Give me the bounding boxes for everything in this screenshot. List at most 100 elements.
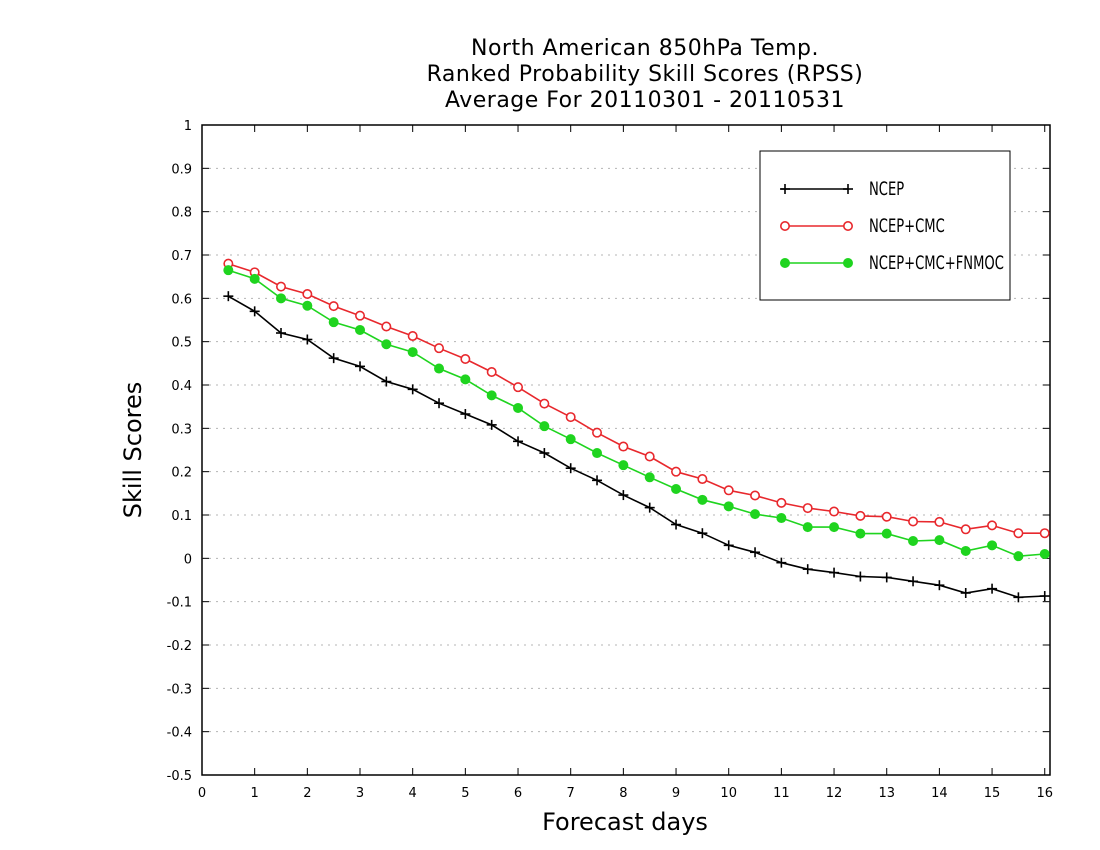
data-point <box>434 398 445 409</box>
y-tick-label: 0.9 <box>171 162 192 177</box>
data-point <box>723 540 734 551</box>
data-point <box>1039 528 1050 539</box>
y-tick-label: -0.3 <box>167 682 192 697</box>
data-point <box>960 545 971 556</box>
data-point <box>750 547 761 558</box>
x-tick-label: 0 <box>198 786 206 801</box>
data-point <box>513 382 524 393</box>
data-point <box>987 520 998 531</box>
data-point <box>223 291 234 302</box>
x-tick-label: 15 <box>984 786 1001 801</box>
data-point <box>276 293 287 304</box>
data-point <box>565 412 576 423</box>
series-line-1 <box>228 262 1045 535</box>
data-point <box>434 343 445 354</box>
data-point <box>592 475 603 486</box>
data-point <box>407 384 418 395</box>
x-tick-label: 6 <box>514 786 522 801</box>
data-point <box>697 494 708 505</box>
data-point <box>776 497 787 508</box>
y-tick-label: 0.1 <box>171 509 192 524</box>
y-tick-label: -0.4 <box>167 726 192 741</box>
y-tick-label: -0.2 <box>167 639 192 654</box>
data-point <box>987 540 998 551</box>
data-point <box>486 366 497 377</box>
x-tick-label: 9 <box>672 786 680 801</box>
x-tick-label: 7 <box>567 786 575 801</box>
data-point <box>513 402 524 413</box>
legend-label-2: NCEP+CMC+FNMOC <box>869 252 1004 274</box>
data-point <box>618 441 629 452</box>
y-tick-label: -0.1 <box>167 596 192 611</box>
data-point <box>960 588 971 598</box>
data-point <box>750 509 761 520</box>
data-point <box>592 448 603 459</box>
data-point <box>249 273 260 284</box>
data-point <box>328 353 339 364</box>
data-point <box>460 374 471 385</box>
data-point <box>776 513 787 524</box>
data-point <box>644 451 655 462</box>
data-point <box>697 474 708 485</box>
x-tick-label: 8 <box>619 786 627 801</box>
data-point <box>934 580 945 591</box>
data-point <box>855 528 866 539</box>
data-point <box>276 281 287 292</box>
data-point <box>565 463 576 474</box>
x-tick-label: 3 <box>356 786 364 801</box>
y-tick-label: 0.3 <box>171 422 192 437</box>
data-point <box>302 300 313 311</box>
data-point <box>486 390 497 401</box>
grid-lines <box>202 167 1050 733</box>
y-tick-label: -0.5 <box>167 769 192 784</box>
data-point <box>592 427 603 438</box>
x-tick-label: 11 <box>773 786 790 801</box>
data-point <box>1039 591 1050 602</box>
x-tick-label: 12 <box>826 786 843 801</box>
data-point <box>987 583 998 594</box>
legend-label-1: NCEP+CMC <box>869 215 945 237</box>
data-point <box>802 564 813 575</box>
y-tick-label: 0.8 <box>171 206 192 221</box>
data-point <box>407 331 418 342</box>
data-point <box>565 434 576 445</box>
data-point <box>302 288 313 299</box>
plot-frame <box>201 124 1051 776</box>
legend-marker-1 <box>842 221 853 232</box>
y-axis-label: Skill Scores <box>119 381 147 519</box>
axis-ticks: -0.5 -0.4 -0.3 -0.2 -0.1 0 0.1 0.2 0.3 0.4 0.5 0.6 0… <box>167 119 1053 801</box>
legend-marker-2 <box>843 258 853 268</box>
data-point <box>881 511 892 522</box>
data-point <box>644 472 655 483</box>
legend: NCEP NCEP+CMC NCEP+CMC+FNMOC <box>759 150 1011 301</box>
data-point <box>697 528 708 539</box>
data-point <box>644 502 655 513</box>
data-point <box>671 519 682 530</box>
data-point <box>802 522 813 533</box>
legend-marker-1 <box>779 221 790 232</box>
x-axis-label: Forecast days <box>542 808 708 836</box>
chart-title-line-2: Ranked Probability Skill Scores (RPSS) <box>426 62 864 87</box>
data-point <box>802 503 813 514</box>
data-point <box>381 376 392 387</box>
data-point <box>355 310 366 321</box>
data-point <box>1013 551 1024 562</box>
legend-marker-0 <box>843 184 853 194</box>
x-tick-label: 13 <box>878 786 895 801</box>
data-point <box>750 490 761 501</box>
data-point <box>539 398 550 409</box>
data-point <box>671 466 682 477</box>
data-point <box>1013 592 1024 603</box>
data-point <box>908 516 919 527</box>
x-tick-label: 1 <box>251 786 259 801</box>
chart-title-line-3: Average For 20110301 - 20110531 <box>444 88 846 113</box>
data-point <box>381 339 392 350</box>
data-point <box>223 265 234 276</box>
data-point <box>618 490 629 501</box>
legend-marker-2 <box>780 258 790 268</box>
data-point <box>908 576 919 587</box>
data-point <box>539 421 550 432</box>
data-point <box>381 321 392 332</box>
y-tick-label: 1 <box>184 119 192 134</box>
